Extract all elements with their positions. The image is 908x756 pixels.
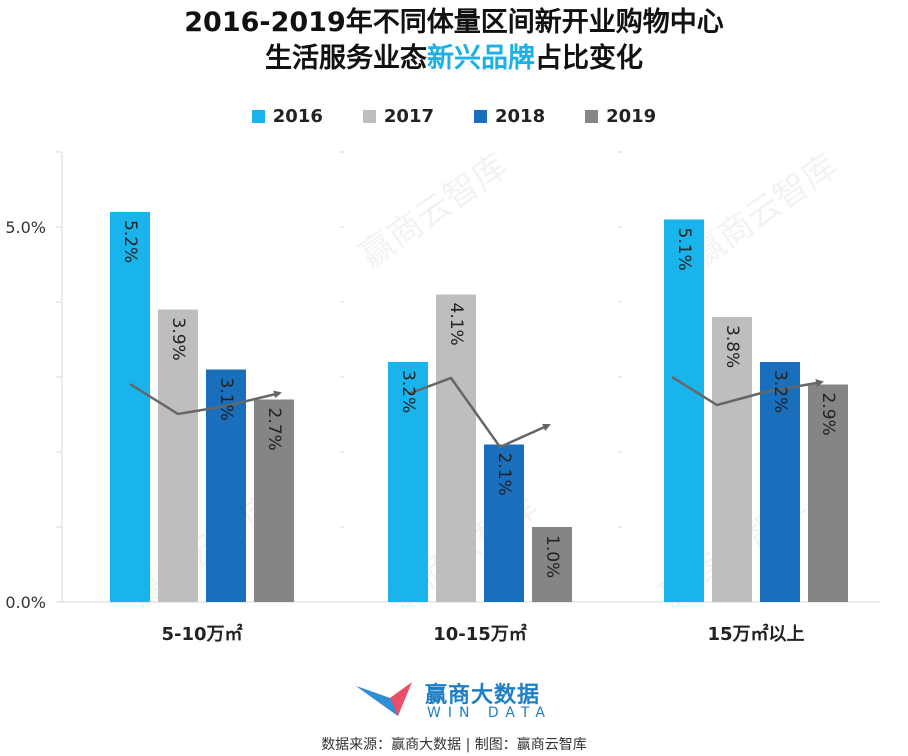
bar-2017-2 xyxy=(712,317,752,602)
trend-arrow-1 xyxy=(407,376,551,449)
data-label-2018-0: 3.1% xyxy=(216,378,236,421)
category-label-1: 10-15万㎡ xyxy=(433,623,527,645)
legend-swatch-2019 xyxy=(585,110,599,123)
bar-2016-1 xyxy=(388,362,428,602)
data-label-2017-1: 4.1% xyxy=(446,303,466,346)
bar-2018-1 xyxy=(484,444,524,602)
legend: 2016 2017 2018 2019 xyxy=(0,106,908,127)
bar-2019-0 xyxy=(254,399,294,602)
data-label-2017-0: 3.9% xyxy=(168,318,188,361)
data-label-2019-1: 1.0% xyxy=(542,535,562,578)
chart-title-line2: 生活服务业态新兴品牌占比变化 xyxy=(0,42,908,76)
legend-label-2016: 2016 xyxy=(272,106,323,127)
bar-2018-2 xyxy=(760,362,800,602)
legend-item-2017: 2017 xyxy=(362,106,434,127)
watermark-text: 赢商云智库 xyxy=(683,146,845,276)
legend-label-2017: 2017 xyxy=(383,106,434,127)
brand-name-en: WIN DATA xyxy=(427,705,552,721)
chart-title-line1: 2016-2019年不同体量区间新开业购物中心 xyxy=(184,7,724,38)
brand-name-cn: 赢商大数据 xyxy=(425,683,541,708)
category-label-0: 5-10万㎡ xyxy=(161,623,242,645)
trend-arrow-2 xyxy=(671,375,824,407)
data-label-2019-0: 2.7% xyxy=(264,408,284,451)
bar-2016-0 xyxy=(110,212,150,602)
legend-item-2019: 2019 xyxy=(585,106,656,127)
data-label-2016-1: 3.2% xyxy=(398,370,418,413)
bar-2017-1 xyxy=(436,294,476,602)
legend-item-2018: 2018 xyxy=(474,106,545,127)
title-highlight: 新兴品牌 xyxy=(427,43,535,74)
trend-arrow-0 xyxy=(129,382,282,416)
data-label-2017-2: 3.8% xyxy=(722,325,742,368)
data-label-2018-1: 2.1% xyxy=(494,453,514,496)
bar-2016-2 xyxy=(664,219,704,602)
legend-item-2016: 2016 xyxy=(251,106,323,127)
legend-swatch-2018 xyxy=(474,110,487,123)
category-label-2: 15万㎡以上 xyxy=(707,623,804,645)
data-label-2018-2: 3.2% xyxy=(770,370,790,413)
legend-swatch-2017 xyxy=(362,110,376,123)
title-suffix: 占比变化 xyxy=(535,43,643,74)
title-prefix: 生活服务业态 xyxy=(265,43,427,74)
y-tick-label: 5.0% xyxy=(5,218,46,237)
y-tick-label: 0.0% xyxy=(5,593,46,612)
watermark-text: 赢商云智库 xyxy=(353,146,515,276)
data-label-2016-0: 5.2% xyxy=(120,220,140,263)
bar-2019-1 xyxy=(532,527,572,602)
bar-2017-0 xyxy=(158,309,198,602)
bar-2019-2 xyxy=(808,384,848,602)
legend-label-2018: 2018 xyxy=(495,106,546,127)
legend-swatch-2016 xyxy=(251,110,265,123)
win-data-logo xyxy=(356,682,412,716)
data-label-2016-2: 5.1% xyxy=(674,228,694,271)
data-source-note: 数据来源：赢商大数据 | 制图：赢商云智库 xyxy=(321,737,587,753)
legend-label-2019: 2019 xyxy=(606,106,657,127)
data-label-2019-2: 2.9% xyxy=(818,393,838,436)
